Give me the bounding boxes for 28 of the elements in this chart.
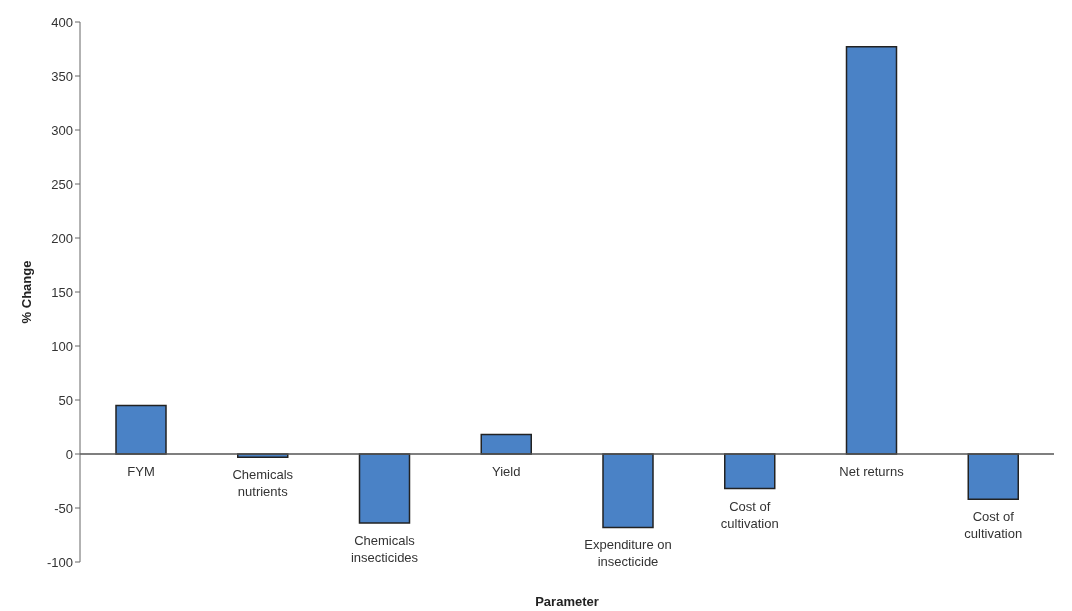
bar — [115, 404, 167, 455]
x-tick-label: Cost of cultivation — [720, 498, 779, 531]
y-axis-title: % Change — [18, 260, 34, 324]
y-tick-label: 400 — [51, 14, 73, 30]
y-tick-label: 200 — [51, 230, 73, 246]
x-tick-label: Net returns — [839, 464, 905, 479]
x-tick-label: Yield — [492, 464, 521, 479]
y-tick-label: -50 — [54, 500, 73, 516]
bar — [480, 433, 532, 455]
x-axis-title: Parameter — [535, 594, 599, 609]
y-tick-label: 0 — [65, 446, 73, 462]
x-tick-label: Chemicals nutrients — [232, 467, 294, 500]
bar — [845, 46, 898, 455]
y-tick-label: 150 — [51, 284, 73, 300]
y-tick-label: 350 — [51, 68, 73, 84]
bar — [967, 453, 1019, 501]
y-tick-label: 100 — [51, 338, 73, 354]
y-tick-label: 250 — [51, 176, 73, 192]
x-tick-label: Expenditure on insecticide — [584, 537, 672, 570]
y-tick-label: -100 — [46, 554, 73, 570]
y-tick-label: 50 — [58, 392, 73, 408]
x-tick-label: Cost of cultivation — [964, 509, 1023, 542]
bar — [724, 453, 776, 490]
y-tick-label: 300 — [51, 122, 73, 138]
x-tick-label: FYM — [127, 464, 155, 479]
bar — [358, 453, 411, 524]
x-tick-label: Chemicals insecticides — [350, 533, 419, 566]
bar — [602, 453, 654, 529]
